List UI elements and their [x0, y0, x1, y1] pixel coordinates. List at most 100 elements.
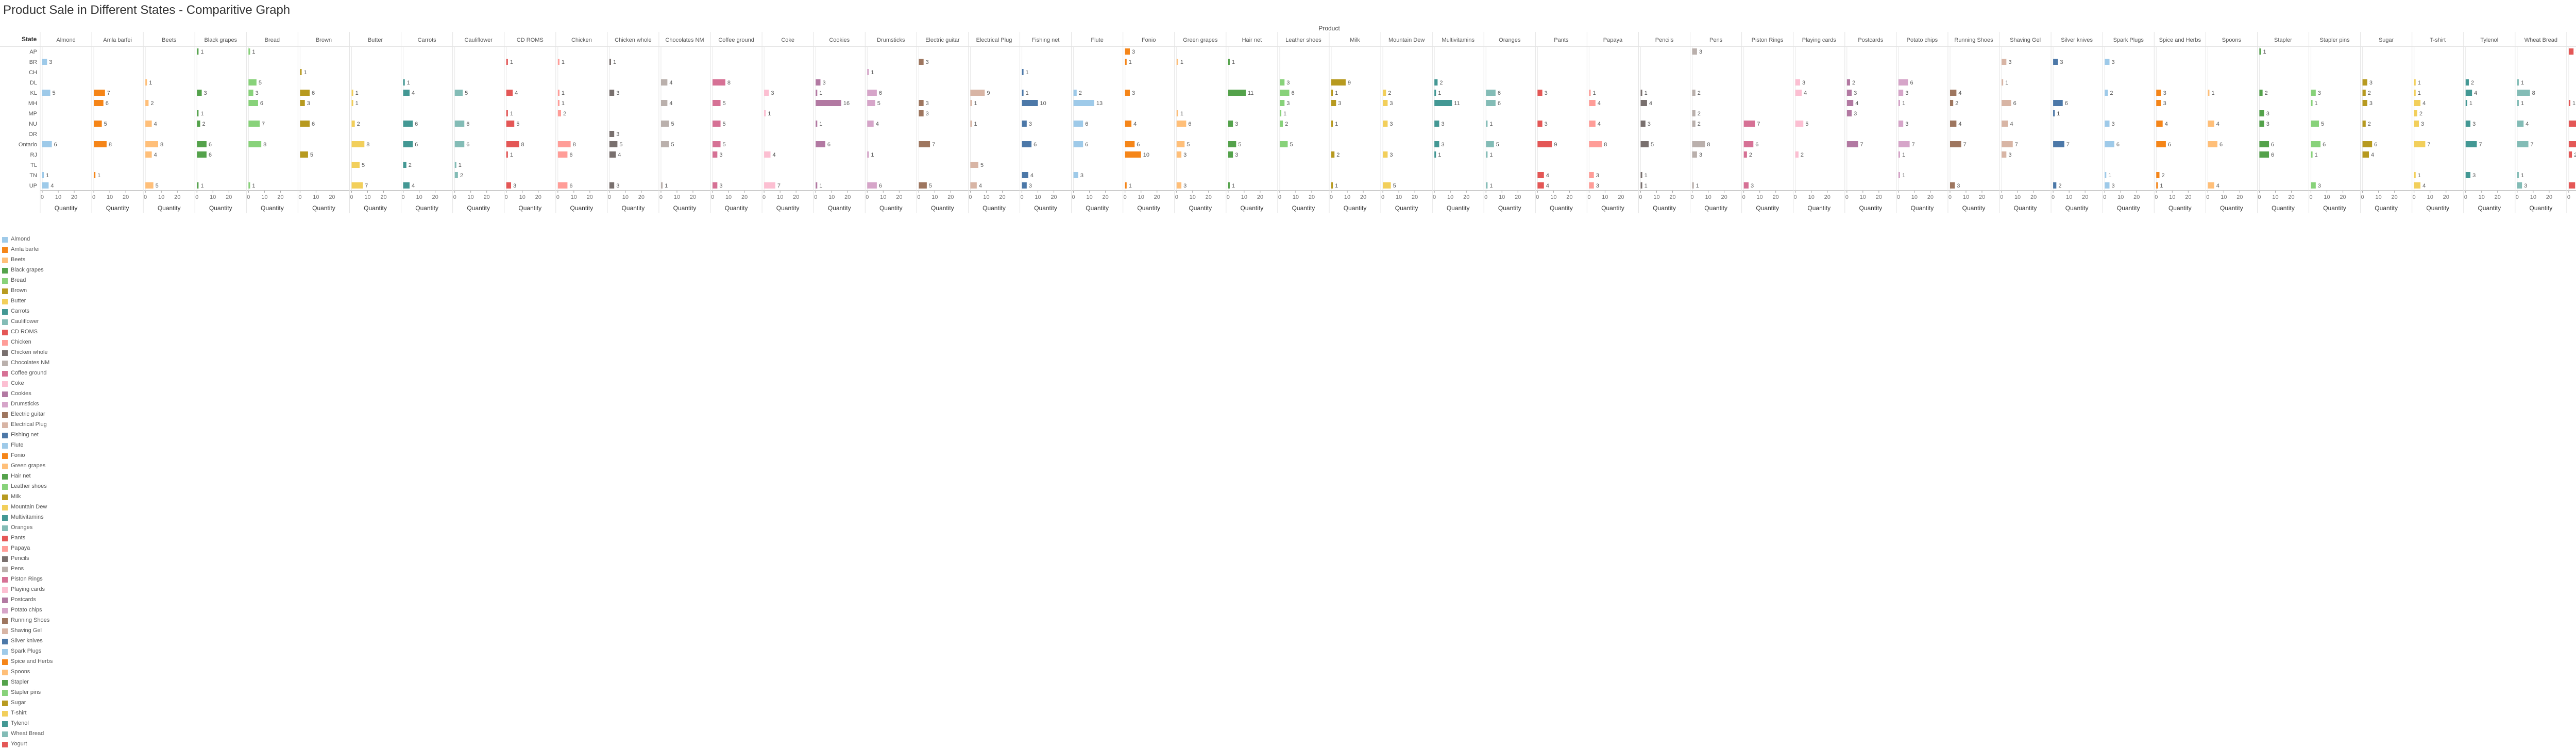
bar-brown-rj — [300, 151, 308, 158]
bar-amla-barfei-nu — [94, 121, 102, 127]
bar-cd-roms-kl — [506, 90, 513, 96]
bar-cauliflower-tn — [454, 172, 458, 178]
x-axis-title: Quantity — [364, 204, 387, 212]
x-axis-title: Quantity — [725, 204, 748, 212]
bar-label-spice-and-herbs-kl: 3 — [2163, 90, 2166, 96]
bar-label-butter-up: 7 — [365, 183, 368, 189]
bar-label-beets-ontario: 8 — [160, 142, 163, 148]
bar-cd-roms-rj — [506, 151, 508, 158]
column-header-title: Product — [1318, 25, 1340, 32]
bar-label-spoons-nu: 4 — [2216, 121, 2219, 127]
x-tick-label: 0 — [1484, 194, 1487, 200]
bar-label-potato-chips-nu: 3 — [1905, 121, 1908, 127]
x-tick-label: 20 — [741, 194, 748, 200]
bar-label-bread-nu: 7 — [262, 121, 265, 127]
legend-label: Chicken — [11, 339, 31, 345]
bar-pants-up — [1537, 182, 1544, 189]
bar-milk-rj — [1331, 151, 1335, 158]
product-header-spark-plugs: Spark Plugs — [2113, 37, 2144, 43]
bar-label-mountain-dew-kl: 2 — [1388, 90, 1391, 96]
bar-label-brown-mh: 3 — [307, 100, 310, 107]
bar-label-chocolates-nm-ontario: 5 — [671, 142, 674, 148]
legend-label: Black grapes — [11, 267, 44, 273]
legend-swatch — [2, 268, 8, 274]
bar-label-silver-knives-mp: 1 — [2057, 111, 2060, 117]
bar-label-electric-guitar-mh: 3 — [926, 100, 929, 107]
legend-swatch — [2, 525, 8, 531]
bar-label-pens-up: 1 — [1696, 183, 1699, 189]
bar-label-spoons-kl: 1 — [2211, 90, 2214, 96]
x-axis-title: Quantity — [2117, 204, 2140, 212]
bar-label-amla-barfei-tn: 1 — [97, 173, 100, 179]
bar-label-carrots-up: 4 — [412, 183, 415, 189]
bar-bread-up — [248, 182, 250, 189]
bar-amla-barfei-kl — [94, 90, 105, 96]
bar-flute-tn — [1073, 172, 1078, 178]
bar-flute-mh — [1073, 100, 1094, 106]
state-label-tl: TL — [30, 162, 37, 168]
bar-label-black-grapes-ontario: 6 — [209, 142, 212, 148]
bar-tylenol-tn — [2465, 172, 2471, 178]
bar-potato-chips-kl — [1898, 90, 1904, 96]
legend-swatch — [2, 412, 8, 418]
bar-label-multivitamins-nu: 3 — [1441, 121, 1444, 127]
bar-label-chicken-whole-or: 3 — [616, 131, 619, 138]
legend-swatch — [2, 680, 8, 686]
bar-label-sugar-mh: 3 — [2369, 100, 2372, 107]
x-tick-label: 10 — [1086, 194, 1092, 200]
x-tick-label: 10 — [725, 194, 732, 200]
x-tick-label: 10 — [2376, 194, 2382, 200]
bar-label-postcards-kl: 3 — [1854, 90, 1857, 96]
bar-hair-net-br — [1228, 59, 1230, 65]
legend-swatch — [2, 258, 8, 263]
bar-stapler-pins-ontario — [2311, 141, 2321, 147]
bar-hair-net-ontario — [1228, 141, 1236, 147]
bar-label-milk-dl: 9 — [1348, 80, 1351, 86]
bar-spice-and-herbs-tn — [2156, 172, 2160, 178]
x-axis-title: Quantity — [2426, 204, 2449, 212]
legend-label: Tylenol — [11, 720, 29, 726]
legend-label: Piston Rings — [11, 576, 43, 582]
bar-shaving-gel-br — [2002, 59, 2007, 65]
bar-label-pencils-kl: 1 — [1645, 90, 1648, 96]
bar-label-bread-kl: 3 — [256, 90, 259, 96]
x-axis-title: Quantity — [261, 204, 284, 212]
legend-swatch — [2, 546, 8, 552]
x-tick-label: 20 — [432, 194, 438, 200]
bar-milk-nu — [1331, 121, 1333, 127]
bar-label-butter-kl: 1 — [355, 90, 359, 96]
bar-stapler-ap — [2259, 48, 2261, 55]
small-multiples-bar-chart: Product State AP BR CH DL KL MH MP NU OR Ontario RJ T… — [0, 25, 2576, 213]
product-header-oranges: Oranges — [1499, 37, 1521, 43]
bar-t-shirt-kl — [2414, 90, 2416, 96]
x-tick-label: 10 — [1757, 194, 1763, 200]
bar-stapler-nu — [2259, 121, 2264, 127]
bar-tylenol-nu — [2465, 121, 2471, 127]
bar-silver-knives-mh — [2053, 100, 2063, 106]
bar-label-black-grapes-mp: 1 — [200, 111, 204, 117]
bar-chicken-kl — [557, 90, 560, 96]
bar-label-cd-roms-up: 3 — [513, 183, 516, 189]
x-tick-label: 0 — [2464, 194, 2467, 200]
x-tick-label: 20 — [2340, 194, 2346, 200]
state-label-ch: CH — [29, 70, 37, 76]
legend-label: Multivitamins — [11, 514, 44, 520]
bar-black-grapes-ap — [197, 48, 199, 55]
bar-label-leather-shoes-kl: 6 — [1292, 90, 1295, 96]
bar-yogurt-ontario — [2568, 141, 2576, 147]
x-tick-label: 0 — [2516, 194, 2519, 200]
product-header-postcards: Postcards — [1858, 37, 1883, 43]
bar-tylenol-ontario — [2465, 141, 2477, 147]
bar-mountain-dew-rj — [1383, 151, 1388, 158]
bar-label-cookies-ontario: 6 — [827, 142, 831, 148]
bar-spice-and-herbs-nu — [2156, 121, 2163, 127]
bar-running-shoes-nu — [1950, 121, 1957, 127]
bar-label-milk-nu: 1 — [1335, 121, 1338, 127]
bar-shaving-gel-ontario — [2002, 141, 2013, 147]
x-axis-title: Quantity — [931, 204, 954, 212]
x-tick-label: 0 — [2361, 194, 2364, 200]
bar-cd-roms-ontario — [506, 141, 519, 147]
x-tick-label: 0 — [1587, 194, 1590, 200]
bar-label-silver-knives-mh: 6 — [2065, 100, 2068, 107]
bar-label-spoons-ontario: 6 — [2219, 142, 2223, 148]
